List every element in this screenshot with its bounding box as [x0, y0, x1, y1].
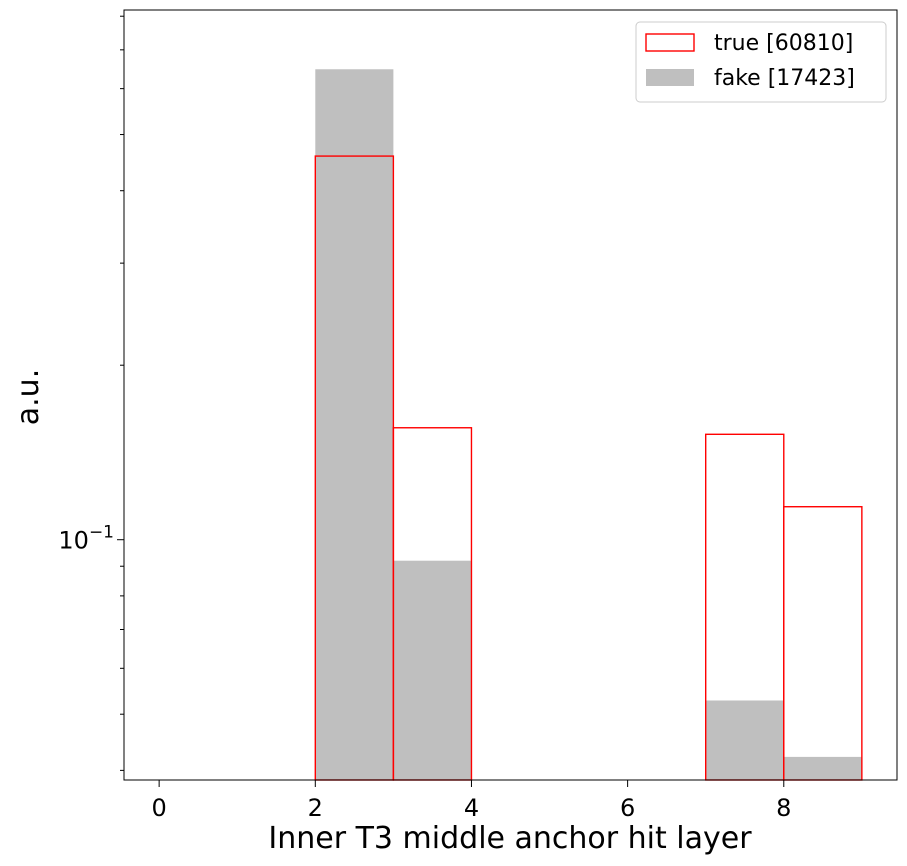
y-tick-label: 10−1 — [58, 523, 114, 555]
y-axis: 10−1 — [58, 15, 124, 771]
legend: true [60810] fake [17423] — [635, 21, 887, 103]
y-axis-label: a.u. — [11, 369, 46, 425]
x-tick-label: 6 — [620, 794, 635, 822]
legend-frame — [635, 21, 887, 103]
x-axis-label: Inner T3 middle anchor hit layer — [268, 821, 752, 856]
legend-label-true: true [60810] — [714, 31, 853, 56]
fake-bar-2 — [705, 700, 784, 780]
fake-bar-3 — [783, 756, 862, 780]
x-tick-label: 4 — [464, 794, 479, 822]
legend-label-fake: fake [17423] — [714, 66, 855, 91]
plot-area — [123, 9, 898, 781]
legend-swatch-fake — [646, 69, 694, 86]
x-tick-label: 2 — [308, 794, 323, 822]
axes-frame — [123, 9, 898, 781]
x-tick-label: 0 — [151, 794, 166, 822]
x-tick-label: 8 — [776, 794, 791, 822]
fake-bar-0 — [315, 69, 394, 781]
legend-swatch-true — [645, 33, 695, 52]
x-axis: 0 2 4 6 8 — [151, 780, 791, 822]
fake-bar-1 — [393, 560, 472, 780]
